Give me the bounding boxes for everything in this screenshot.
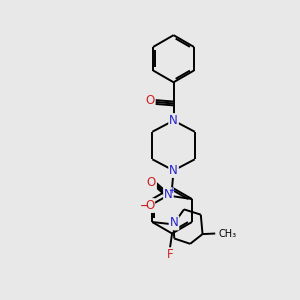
Text: +: + <box>168 186 176 195</box>
Text: O: O <box>147 176 156 189</box>
Text: −: − <box>140 200 149 211</box>
Text: CH₃: CH₃ <box>218 229 236 238</box>
Text: N: N <box>164 188 173 201</box>
Text: O: O <box>146 94 154 107</box>
Text: N: N <box>169 216 178 230</box>
Text: N: N <box>169 164 178 177</box>
Text: O: O <box>145 199 154 212</box>
Text: N: N <box>169 114 178 127</box>
Text: F: F <box>167 248 173 261</box>
